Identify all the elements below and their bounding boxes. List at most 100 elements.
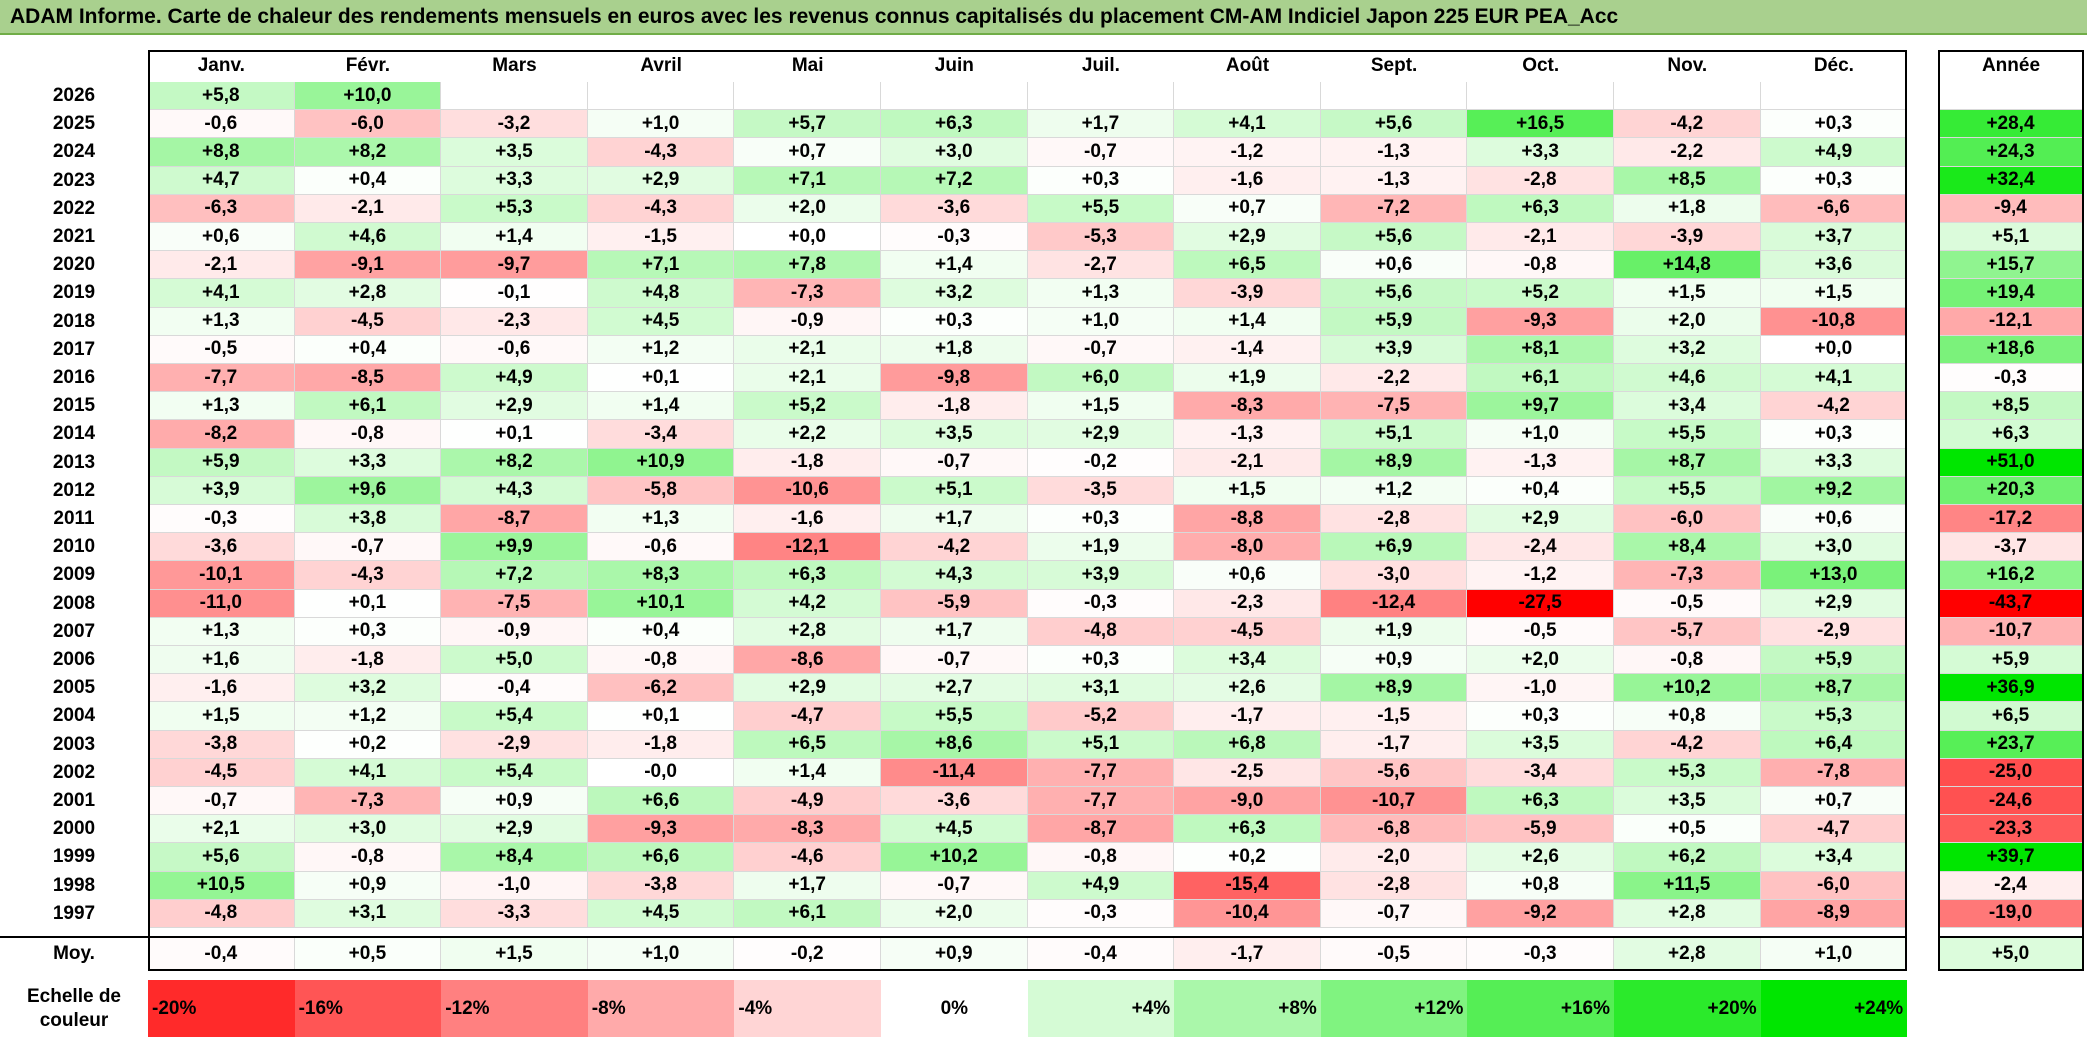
heatmap-cell: +6,3 [1467, 194, 1614, 223]
heatmap-cell: -8,9 [1760, 899, 1908, 928]
month-header: Déc. [1813, 55, 1854, 76]
annual-cell: -12,1 [1938, 307, 2084, 336]
heatmap-cell: +0,7 [1760, 787, 1908, 816]
heatmap-cell: +1,4 [441, 223, 588, 252]
year-label: 2003 [52, 733, 96, 755]
year-label: 2004 [52, 705, 96, 727]
heatmap-cell: +1,3 [148, 392, 295, 421]
heatmap-cell: -1,3 [1467, 448, 1614, 477]
scale-swatch: 0% [881, 980, 1028, 1037]
heatmap-cell: -4,3 [587, 194, 735, 223]
heatmap-cell: -4,2 [1760, 392, 1908, 421]
heatmap-cell: +0,1 [587, 364, 735, 393]
heatmap-cell: -1,3 [1174, 420, 1321, 449]
heatmap-cell: -8,3 [734, 815, 881, 844]
heatmap-cell: +4,8 [587, 279, 735, 308]
heatmap-cell: +8,9 [1320, 448, 1468, 477]
heatmap-cell: +6,3 [1467, 787, 1614, 816]
heatmap-cell: +8,2 [441, 448, 588, 477]
color-scale-label: Echelle de couleur [27, 985, 121, 1031]
heatmap-cell: +4,5 [587, 307, 735, 336]
heatmap-cell: +5,6 [1320, 110, 1468, 139]
heatmap-cell: -1,4 [1174, 335, 1321, 364]
heatmap-cell: +9,7 [1467, 392, 1614, 421]
heatmap-cell: -8,5 [294, 364, 442, 393]
heatmap-cell: +5,9 [1320, 307, 1468, 336]
heatmap-cell: +1,9 [1027, 533, 1175, 562]
heatmap-cell: +0,6 [1760, 505, 1908, 534]
heatmap-cell: +3,2 [1614, 335, 1761, 364]
scale-swatch: -12% [441, 980, 588, 1037]
heatmap-cell: +0,3 [1467, 702, 1614, 731]
heatmap-cell: -9,3 [587, 815, 735, 844]
heatmap-cell: -5,8 [587, 476, 735, 505]
heatmap-cell: -9,3 [1467, 307, 1614, 336]
heatmap-cell: +4,5 [587, 899, 735, 928]
year-label: 2016 [52, 367, 96, 389]
heatmap-cell: -1,7 [1320, 730, 1468, 759]
annual-cell: -43,7 [1938, 589, 2084, 618]
heatmap-cell: -0,8 [1614, 646, 1761, 675]
heatmap-cell: +1,7 [1027, 110, 1175, 139]
average-cell: -1,7 [1174, 937, 1321, 971]
heatmap-cell [1614, 82, 1761, 111]
heatmap-cell [1467, 82, 1614, 111]
heatmap-cell: +4,1 [1174, 110, 1321, 139]
annual-cell: -3,7 [1938, 533, 2084, 562]
heatmap-cell: -3,6 [148, 533, 295, 562]
heatmap-cell: +2,1 [734, 335, 881, 364]
heatmap-cell: +9,6 [294, 476, 442, 505]
heatmap-cell: +5,1 [881, 476, 1028, 505]
year-label: 2019 [52, 282, 96, 304]
heatmap-cell: +3,3 [294, 448, 442, 477]
heatmap-cell: -6,3 [148, 194, 295, 223]
heatmap-cell: -1,8 [734, 448, 881, 477]
heatmap-cell: -7,3 [1614, 561, 1761, 590]
heatmap-cell: +1,8 [881, 335, 1028, 364]
average-separator-annual [1938, 936, 2084, 938]
heatmap-cell: +4,9 [1760, 138, 1908, 167]
heatmap-cell: +6,1 [1467, 364, 1614, 393]
heatmap-cell: -0,7 [1027, 138, 1175, 167]
year-label: 1998 [52, 874, 96, 896]
heatmap-cell: +6,1 [294, 392, 442, 421]
heatmap-cell: -2,1 [1467, 223, 1614, 252]
heatmap-cell: -0,6 [148, 110, 295, 139]
heatmap-cell: -9,2 [1467, 899, 1614, 928]
heatmap-cell: -9,1 [294, 251, 442, 280]
heatmap-cell: -0,1 [441, 279, 588, 308]
heatmap-cell: +2,9 [441, 815, 588, 844]
annual-cell: -2,4 [1938, 871, 2084, 900]
heatmap-cell: -5,3 [1027, 223, 1175, 252]
heatmap-cell: -9,8 [881, 364, 1028, 393]
heatmap-cell: +1,3 [1027, 279, 1175, 308]
scale-swatch: -20% [148, 980, 295, 1037]
annual-cell: +6,3 [1938, 420, 2084, 449]
heatmap-cell: +0,7 [734, 138, 881, 167]
heatmap-cell: -8,6 [734, 646, 881, 675]
heatmap-cell: +6,5 [734, 730, 881, 759]
heatmap-cell: +0,4 [294, 335, 442, 364]
heatmap-cell: -8,8 [1174, 505, 1321, 534]
heatmap-cell: -2,1 [148, 251, 295, 280]
heatmap-cell: -4,5 [148, 758, 295, 787]
heatmap-cell: -10,7 [1320, 787, 1468, 816]
heatmap-cell: +1,4 [881, 251, 1028, 280]
year-label: 2012 [52, 479, 96, 501]
average-cell: +0,5 [294, 937, 442, 971]
heatmap-cell: +0,3 [294, 617, 442, 646]
annual-cell: +39,7 [1938, 843, 2084, 872]
heatmap-cell: -0,3 [1027, 589, 1175, 618]
heatmap-cell: +6,8 [1174, 730, 1321, 759]
heatmap-cell: +8,1 [1467, 335, 1614, 364]
heatmap-cell: -0,7 [1027, 335, 1175, 364]
heatmap-cell: -0,4 [441, 674, 588, 703]
annual-cell: +32,4 [1938, 166, 2084, 195]
heatmap-cell: +0,3 [1760, 110, 1908, 139]
heatmap-cell [1320, 82, 1468, 111]
heatmap-cell: -1,2 [1174, 138, 1321, 167]
heatmap-cell: -4,9 [734, 787, 881, 816]
heatmap-cell: -6,2 [587, 674, 735, 703]
heatmap-cell: -1,8 [294, 646, 442, 675]
annual-cell: +19,4 [1938, 279, 2084, 308]
